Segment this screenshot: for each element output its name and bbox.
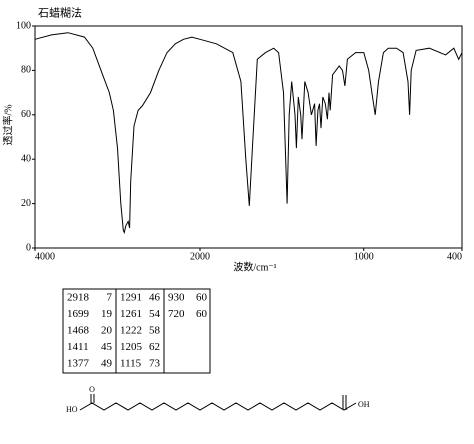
- table-cell: 1222: [120, 325, 142, 337]
- chart-title: 石蜡糊法: [38, 6, 82, 20]
- table-cell: 73: [149, 358, 161, 370]
- x-axis-label: 波数/cm⁻¹: [233, 260, 276, 273]
- table-cell: 720: [168, 308, 185, 320]
- table-cell: 62: [149, 341, 160, 353]
- table-cell: 49: [101, 358, 113, 370]
- atom-label: OH: [358, 400, 370, 409]
- table-cell: 58: [149, 325, 161, 337]
- x-tick-label: 400: [447, 251, 462, 262]
- structure: [79, 394, 357, 411]
- y-tick-label: 60: [21, 109, 31, 120]
- y-tick-label: 20: [21, 198, 31, 209]
- table-cell: 1115: [120, 358, 142, 370]
- plot-frame: [34, 25, 463, 249]
- y-tick-label: 80: [21, 65, 31, 76]
- table-cell: 1699: [67, 308, 90, 320]
- table-cell: 20: [101, 325, 113, 337]
- y-tick-label: 0: [26, 242, 31, 253]
- table-cell: 1411: [67, 341, 89, 353]
- chain: [79, 402, 357, 411]
- table-cell: 1205: [120, 341, 143, 353]
- y-axis-label: 透过率/%: [1, 104, 14, 145]
- table-frame: [62, 288, 211, 374]
- x-tick-label: 2000: [190, 251, 210, 262]
- spectrum-line: [34, 32, 463, 235]
- x-tick-label: 1000: [354, 251, 374, 262]
- table-cell: 46: [149, 292, 161, 304]
- table-cell: 19: [101, 308, 113, 320]
- x-tick-label: 4000: [35, 251, 55, 262]
- table-cell: 930: [168, 292, 185, 304]
- table-cell: 60: [196, 292, 208, 304]
- table-cell: 1291: [120, 292, 142, 304]
- y-tick-label: 100: [16, 20, 31, 31]
- table-cell: 2918: [67, 292, 90, 304]
- y-tick-label: 40: [21, 153, 31, 164]
- table-cell: 1261: [120, 308, 142, 320]
- atom-label: O: [89, 385, 95, 394]
- table-cell: 45: [101, 341, 113, 353]
- table-cell: 7: [107, 292, 113, 304]
- table-cell: 1377: [67, 358, 90, 370]
- table-cell: 1468: [67, 325, 90, 337]
- table-cell: 60: [196, 308, 208, 320]
- atom-label: HO: [66, 405, 78, 414]
- table-cell: 54: [149, 308, 161, 320]
